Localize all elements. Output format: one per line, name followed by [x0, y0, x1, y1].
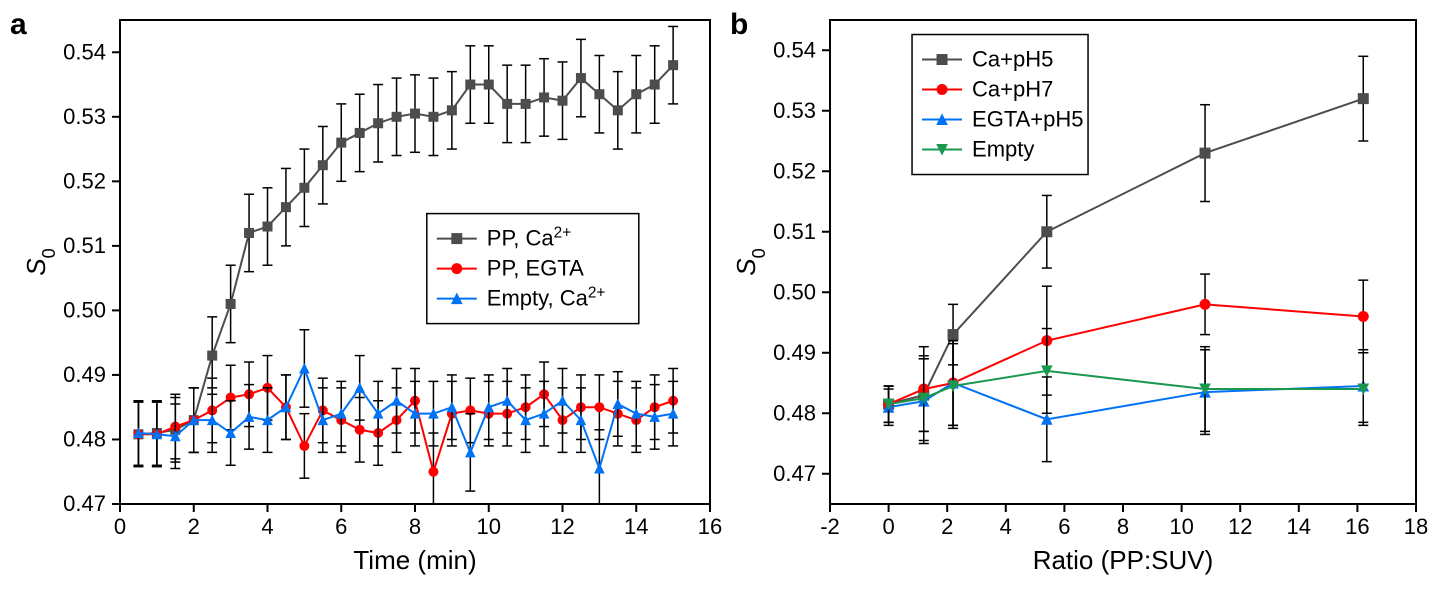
- svg-text:18: 18: [1404, 514, 1428, 539]
- svg-text:0.53: 0.53: [63, 104, 106, 129]
- svg-text:PP, EGTA: PP, EGTA: [487, 256, 584, 281]
- svg-text:S0: S0: [21, 248, 59, 275]
- svg-text:EGTA+pH5: EGTA+pH5: [972, 107, 1083, 132]
- svg-text:S0: S0: [731, 248, 769, 275]
- svg-text:0.51: 0.51: [63, 233, 106, 258]
- panel-b: b -2 0 2 4 6 8 10 12 14 16 18 0.47 0.48 0.49 0.50 0.51 0…: [730, 0, 1436, 599]
- svg-text:Ca+pH5: Ca+pH5: [972, 47, 1053, 72]
- svg-text:Ca+pH7: Ca+pH7: [972, 77, 1053, 102]
- svg-text:12: 12: [550, 514, 574, 539]
- svg-text:8: 8: [1117, 514, 1129, 539]
- svg-text:0.47: 0.47: [63, 491, 106, 516]
- svg-text:14: 14: [1287, 514, 1311, 539]
- svg-text:0: 0: [882, 514, 894, 539]
- svg-text:0.49: 0.49: [773, 340, 816, 365]
- svg-text:4: 4: [261, 514, 273, 539]
- svg-text:16: 16: [1345, 514, 1369, 539]
- svg-text:0.49: 0.49: [63, 362, 106, 387]
- svg-text:Time (min): Time (min): [353, 545, 476, 575]
- svg-text:0.47: 0.47: [773, 461, 816, 486]
- svg-text:14: 14: [624, 514, 648, 539]
- svg-text:4: 4: [1000, 514, 1012, 539]
- svg-text:2: 2: [188, 514, 200, 539]
- svg-text:10: 10: [1169, 514, 1193, 539]
- svg-text:0: 0: [114, 514, 126, 539]
- svg-text:16: 16: [698, 514, 722, 539]
- svg-text:Ratio (PP:SUV): Ratio (PP:SUV): [1033, 545, 1214, 575]
- svg-text:0.48: 0.48: [63, 426, 106, 451]
- svg-text:0.50: 0.50: [63, 297, 106, 322]
- svg-text:Empty, Ca2+: Empty, Ca2+: [487, 284, 606, 311]
- chart-a: 0 2 4 6 8 10 12 14 16 0.47 0.48 0.49 0.50 0.51 0.52 0.5…: [0, 0, 730, 599]
- svg-text:0.52: 0.52: [63, 168, 106, 193]
- svg-text:0.52: 0.52: [773, 158, 816, 183]
- panel-a-label: a: [10, 8, 27, 42]
- svg-text:0.53: 0.53: [773, 98, 816, 123]
- svg-text:0.54: 0.54: [773, 37, 816, 62]
- svg-text:0.54: 0.54: [63, 39, 106, 64]
- svg-text:6: 6: [1058, 514, 1070, 539]
- svg-text:0.51: 0.51: [773, 219, 816, 244]
- svg-text:0.50: 0.50: [773, 279, 816, 304]
- svg-text:8: 8: [409, 514, 421, 539]
- svg-text:10: 10: [477, 514, 501, 539]
- svg-text:2: 2: [941, 514, 953, 539]
- figure-wrap: a 02468101214160.470.480.490.500.510.520…: [0, 0, 1436, 599]
- svg-text:6: 6: [335, 514, 347, 539]
- svg-text:-2: -2: [820, 514, 840, 539]
- svg-text:Empty: Empty: [972, 137, 1034, 162]
- panel-b-label: b: [730, 8, 748, 42]
- svg-text:12: 12: [1228, 514, 1252, 539]
- chart-b: -2 0 2 4 6 8 10 12 14 16 18 0.47 0.48 0.49 0.50 0.51 0.5…: [730, 0, 1436, 599]
- panel-a: a 02468101214160.470.480.490.500.510.520…: [0, 0, 730, 599]
- svg-text:0.48: 0.48: [773, 400, 816, 425]
